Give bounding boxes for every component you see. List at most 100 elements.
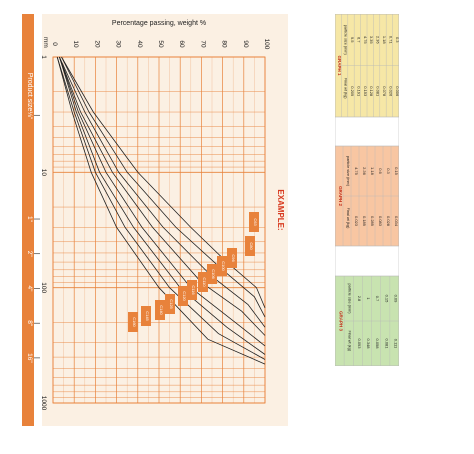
table-cell-size: 0.3 <box>386 168 391 174</box>
table-header-size: particle size (mm) <box>346 156 350 187</box>
example-box-label: C63 <box>253 218 258 226</box>
table-cell-weight: 0.023 <box>354 216 359 227</box>
gradation-curve <box>59 56 266 355</box>
example-box-label: C145 <box>145 311 150 321</box>
example-title: EXAMPLE: <box>276 189 285 230</box>
table-cell-weight: 0.034 <box>394 216 399 227</box>
example-box <box>249 212 259 232</box>
table-cell-weight: 0.111 <box>393 339 398 349</box>
chart-title: Percentage passing, weight % <box>112 20 206 27</box>
table-cell-size: 0.3 <box>395 37 399 43</box>
example-box <box>187 280 197 300</box>
percent-tick-label: 100 <box>263 39 270 50</box>
inch-tick-label: 1" <box>26 216 33 223</box>
table-cell-size: 2.36 <box>376 36 381 45</box>
size-tick-label: 100 <box>40 282 47 293</box>
product-size-label: Product size <box>26 73 33 112</box>
example-box <box>217 256 227 276</box>
example-box <box>155 300 165 320</box>
table-title: GRAPH 3 <box>339 311 344 332</box>
example-box-label: C125 <box>169 299 174 309</box>
percent-tick-label: 0 <box>51 42 58 46</box>
table-cell-size: 4.75 <box>363 36 368 45</box>
example-box-label: C110 <box>202 277 207 287</box>
table-cell-weight: 0.081 <box>384 338 389 349</box>
table-cell-size: 0.7 <box>375 296 380 302</box>
table-cell-weight: 0.289 <box>370 216 375 227</box>
example-box <box>207 264 217 284</box>
inch-tick-label: 16" <box>26 353 33 363</box>
table-cell-weight: 0.078 <box>382 86 387 97</box>
size-axis-bar <box>22 14 34 426</box>
table-header-frac: Final wt (kg) <box>344 78 348 99</box>
percent-tick-label: 10 <box>72 40 79 48</box>
inch-tick-label: 4" <box>26 285 33 292</box>
table-cell-size: 4.75 <box>354 167 359 176</box>
percent-tick-label: 50 <box>157 40 164 48</box>
table-header-size: particle size (mm) <box>344 25 348 56</box>
table-header-frac: Final wt (kg) <box>348 330 352 351</box>
example-box-label: C160 <box>132 317 137 327</box>
gradation-curve <box>56 56 266 360</box>
gradation-curve <box>61 56 266 318</box>
table-cell-weight: 0.348 <box>366 338 371 349</box>
table-cell-size: 0.09 <box>393 295 398 304</box>
example-box <box>245 236 255 256</box>
gradation-curve <box>61 56 266 309</box>
table-cell-weight: 0.083 <box>378 216 383 227</box>
table-cell-weight: 0.128 <box>369 86 374 97</box>
plot-frame <box>52 56 266 404</box>
table-cell-weight: 0.081 <box>376 86 381 97</box>
table-cell-weight: 0.028 <box>386 216 391 227</box>
table-cell-size: 3.35 <box>369 36 374 45</box>
inch-tick-label: ⅛" <box>26 111 33 119</box>
example-box <box>165 294 175 314</box>
graph-tables-panel: GRAPH 1 particle size (mm) Final wt (kg) 9.… <box>335 14 399 366</box>
size-tick-label: 10 <box>40 169 47 177</box>
table-cell-size: 2.8 <box>357 296 362 302</box>
example-box-label: C120 <box>182 291 187 301</box>
gradation-curve <box>59 56 266 328</box>
percent-tick-label: 90 <box>242 40 249 48</box>
size-tick-label: 1 <box>40 55 47 59</box>
table-title: GRAPH 1 <box>337 55 342 76</box>
table-cell-weight: 0.093 <box>357 338 362 349</box>
table-cell-size: 0.15 <box>394 167 399 176</box>
percent-tick-label: 80 <box>221 40 228 48</box>
table-header-frac: Final wt (kg) <box>346 208 350 229</box>
example-box-label: C96 <box>231 254 236 262</box>
table-cell-weight: 0.006 <box>395 86 399 97</box>
gradation-curve <box>59 56 266 347</box>
table-cell-size: 6.7 <box>356 37 361 43</box>
gradation-curve <box>56 56 266 365</box>
example-box-label: C80 <box>249 242 254 250</box>
sieve-chart-panel: Percentage passing, weight % 0 10 20 30 40 50 6… <box>22 14 288 426</box>
example-box-label: C100 <box>221 261 226 271</box>
table-cell-size: 0.6 <box>378 168 383 174</box>
plot-background <box>42 14 288 426</box>
percent-tick-label: 40 <box>136 40 143 48</box>
percent-tick-label: 70 <box>199 40 206 48</box>
table-cell-size: 0.71 <box>388 36 393 45</box>
size-tick-label: 1000 <box>40 396 47 411</box>
example-box <box>128 312 138 332</box>
table-title: GRAPH 2 <box>338 186 343 207</box>
table-cell-weight: 0.209 <box>350 86 355 97</box>
table-cell-weight: 0.153 <box>363 86 368 97</box>
table-cell-size: 2.36 <box>362 167 367 176</box>
table-header-size: particle size (mm) <box>348 284 352 315</box>
table-cell-size: 9.5 <box>350 37 355 43</box>
percent-tick-label: 60 <box>178 40 185 48</box>
gradation-curve <box>59 56 266 336</box>
example-box-label: C116 <box>191 285 196 295</box>
table-cell-weight: 0.026 <box>388 86 393 97</box>
example-box-label: C106 <box>211 269 216 279</box>
example-box <box>141 306 151 326</box>
percent-tick-label: 20 <box>93 40 100 48</box>
inch-tick-label: 8" <box>26 320 33 327</box>
example-box <box>178 286 188 306</box>
table-cell-size: 0.15 <box>384 295 389 304</box>
table-cell-weight: 0.189 <box>362 216 367 227</box>
table-cell-size: 1 <box>366 297 371 300</box>
